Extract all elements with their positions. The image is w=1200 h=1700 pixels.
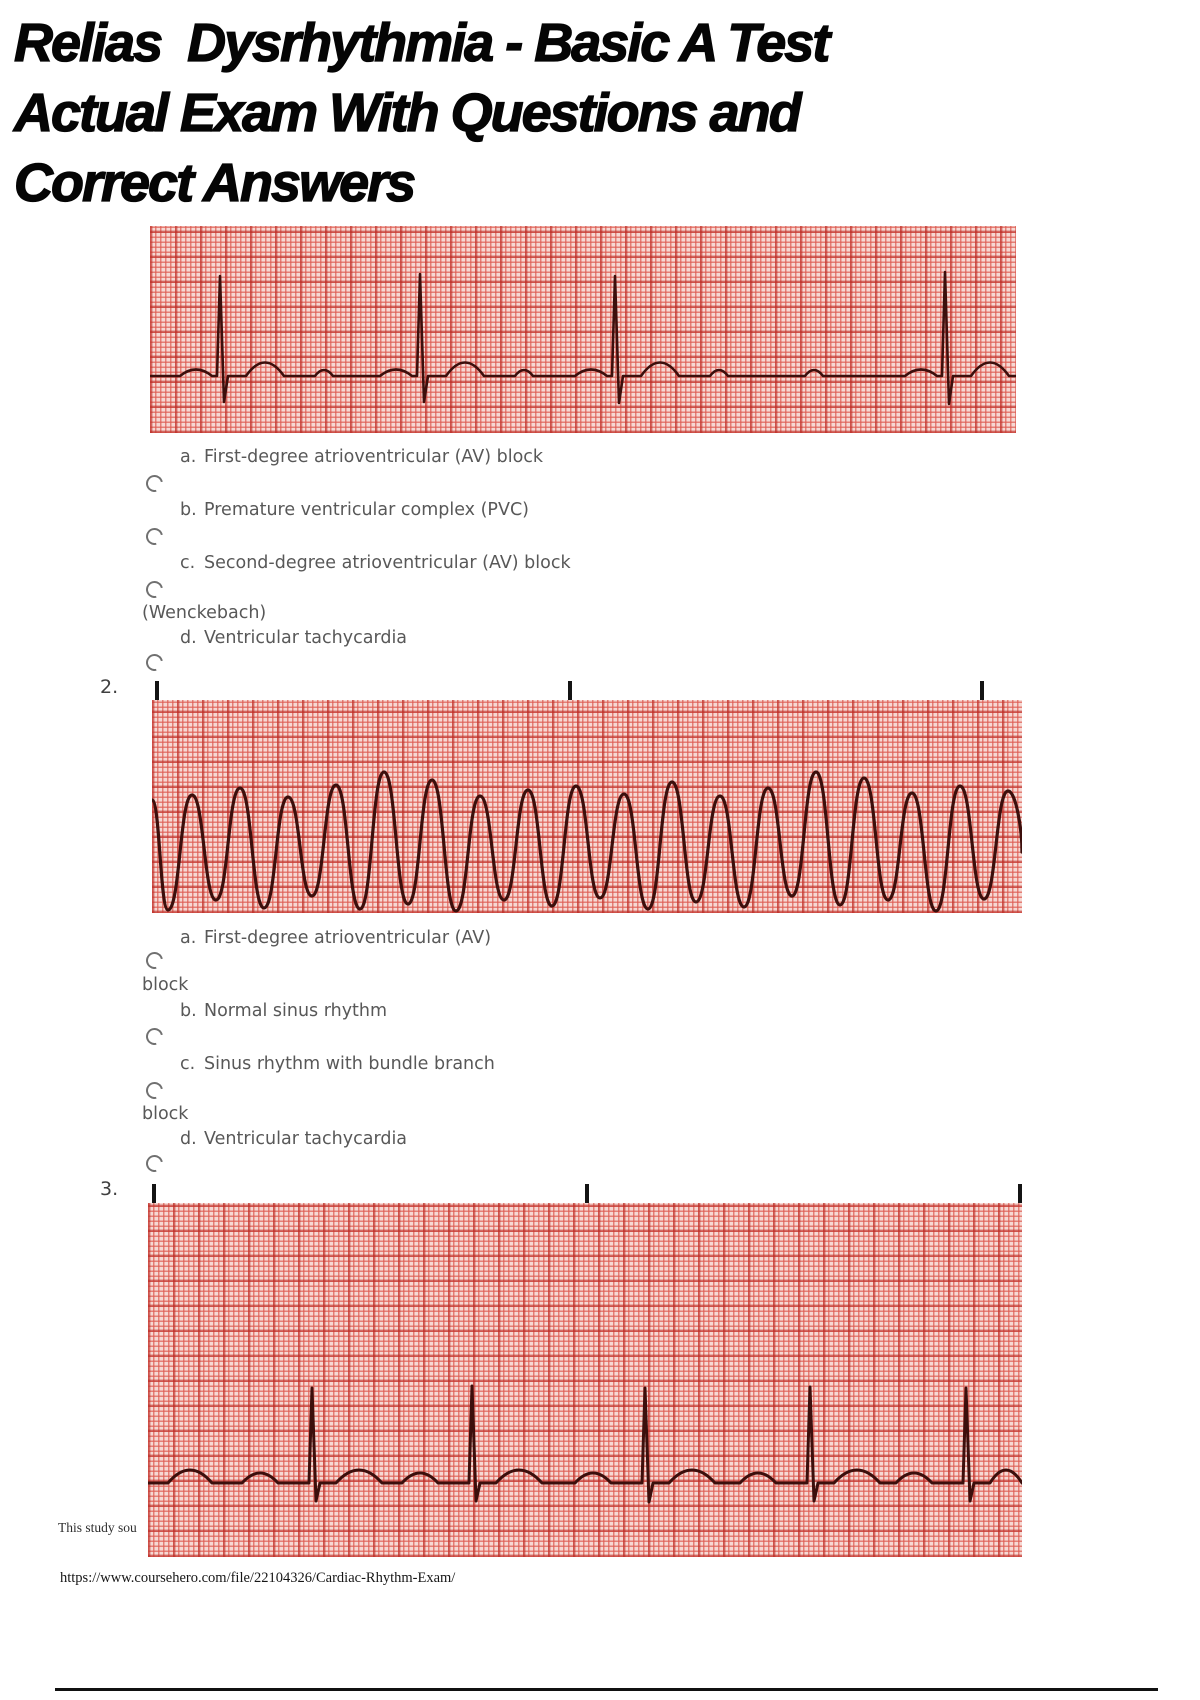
q2-option-b-letter: b. [180,1001,197,1021]
q2-option-a-text: First-degree atrioventricular (AV) [204,928,492,948]
question-2-number: 2. [100,676,119,698]
ecg-strip-q2 [152,700,1022,913]
q1-option-a-label: a. First-degree atrioventricular (AV) blo… [180,447,543,467]
ecg-trace-q1 [150,270,1016,406]
q1-option-c-continuation: (Wenckebach) [142,603,267,623]
radio-q1-option-d[interactable] [142,650,167,675]
ecg-trace-q3 [148,1384,1022,1504]
q1-option-b-text: Premature ventricular complex (PVC) [204,500,529,520]
q1-option-c-text: Second-degree atrioventricular (AV) bloc… [204,553,571,573]
q2-option-d-letter: d. [180,1129,197,1149]
title-line-2: Actual Exam With Questions and [13,82,802,143]
radio-q2-option-d[interactable] [142,1151,167,1176]
q1-option-d-label: d. Ventricular tachycardia [180,628,407,648]
source-url: https://www.coursehero.com/file/22104326… [60,1570,456,1586]
q1-option-b-label: b. Premature ventricular complex (PVC) [180,500,529,520]
q2-option-c-label: c. Sinus rhythm with bundle branch [180,1054,495,1074]
strip2-tick-3 [980,681,984,704]
radio-q1-option-b[interactable] [142,524,167,549]
q2-option-d-label: d. Ventricular tachycardia [180,1129,407,1149]
q2-option-a-continuation: block [142,975,189,995]
radio-q2-option-c[interactable] [142,1078,167,1103]
bottom-rule [55,1688,1158,1691]
strip3-tick-3 [1018,1184,1022,1207]
radio-q1-option-a[interactable] [142,471,167,496]
title-line-1: Relias Dysrhythmia - Basic A Test [13,12,831,73]
q1-option-d-text: Ventricular tachycardia [204,628,408,648]
q1-option-d-letter: d. [180,628,197,648]
question-3-number: 3. [100,1178,119,1200]
page-title: Relias Dysrhythmia - Basic A Test Actual… [13,8,831,218]
title-line-3: Correct Answers [13,152,416,213]
source-note: This study sou [58,1520,137,1535]
q2-option-b-label: b. Normal sinus rhythm [180,1001,387,1021]
strip3-tick-1 [152,1184,156,1207]
q1-option-a-text: First-degree atrioventricular (AV) block [204,447,544,467]
ecg-trace-q2 [152,770,1022,913]
strip3-tick-2 [585,1184,589,1207]
q2-option-b-text: Normal sinus rhythm [204,1001,388,1021]
q2-option-c-letter: c. [180,1054,196,1074]
q1-option-c-label: c. Second-degree atrioventricular (AV) bl… [180,553,571,573]
q2-option-c-text: Sinus rhythm with bundle branch [204,1054,495,1074]
q1-option-b-letter: b. [180,500,197,520]
ecg-strip-q1 [150,226,1016,433]
q2-option-a-letter: a. [180,928,197,948]
radio-q2-option-a[interactable] [142,948,167,973]
q2-option-d-text: Ventricular tachycardia [204,1129,408,1149]
q2-option-a-label: a. First-degree atrioventricular (AV) [180,928,491,948]
q2-option-c-continuation: block [142,1104,189,1124]
q1-option-c-letter: c. [180,553,196,573]
radio-q2-option-b[interactable] [142,1024,167,1049]
radio-q1-option-c[interactable] [142,577,167,602]
strip2-tick-1 [155,681,159,704]
q1-option-a-letter: a. [180,447,197,467]
strip2-tick-2 [568,681,572,704]
ecg-strip-q3 [148,1203,1022,1557]
